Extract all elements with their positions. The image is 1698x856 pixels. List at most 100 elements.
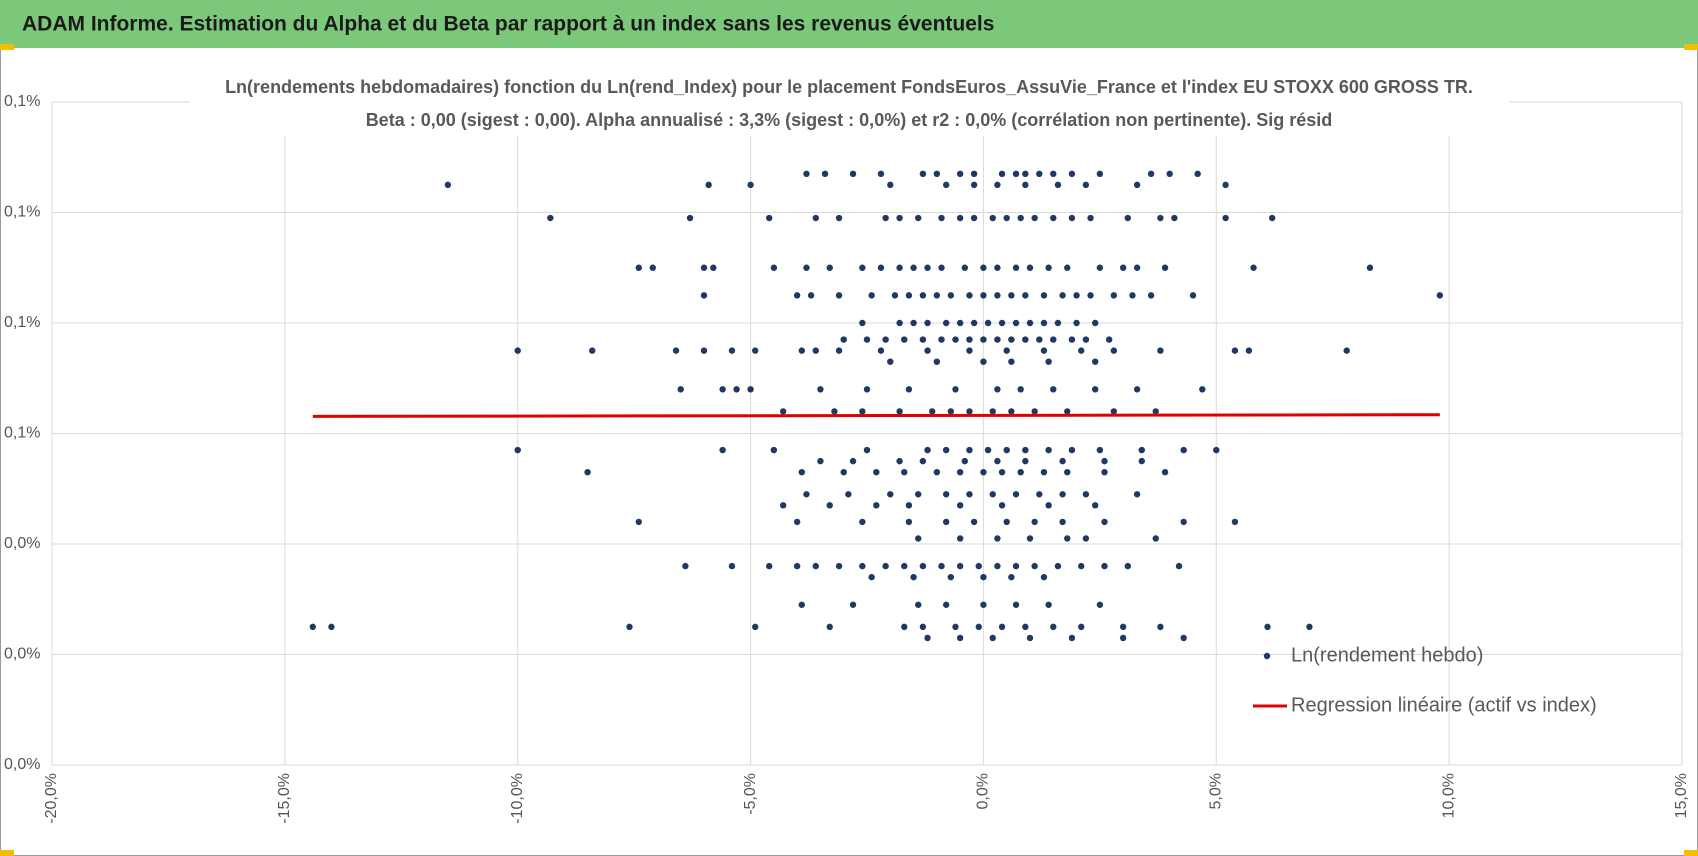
scatter-point bbox=[1092, 319, 1099, 327]
scatter-point bbox=[826, 264, 833, 271]
scatter-point bbox=[835, 347, 843, 354]
scatter-point bbox=[1096, 601, 1104, 608]
scatter-point bbox=[915, 214, 922, 222]
scatter-point bbox=[728, 562, 736, 570]
scatter-point bbox=[849, 601, 857, 608]
scatter-point bbox=[817, 457, 824, 465]
scatter-point bbox=[803, 264, 810, 271]
scatter-point bbox=[328, 623, 335, 631]
scatter-point bbox=[1031, 518, 1038, 526]
scatter-point bbox=[1152, 408, 1159, 415]
scatter-point bbox=[1138, 446, 1145, 454]
scatter-point bbox=[947, 292, 955, 299]
scatter-point bbox=[710, 264, 717, 271]
scatter-point bbox=[1045, 502, 1052, 509]
scatter-point bbox=[1050, 214, 1057, 222]
scatter-point bbox=[942, 601, 950, 608]
y-tick-label: 0,0% bbox=[4, 756, 40, 773]
scatter-point bbox=[1068, 446, 1076, 454]
scatter-point bbox=[956, 214, 964, 222]
scatter-point bbox=[859, 408, 866, 415]
scatter-point bbox=[1436, 292, 1444, 299]
scatter-point bbox=[961, 457, 968, 465]
scatter-point bbox=[1068, 336, 1076, 343]
scatter-point bbox=[915, 535, 922, 542]
scatter-point bbox=[849, 457, 857, 465]
scatter-point bbox=[887, 358, 894, 365]
scatter-point bbox=[1082, 535, 1090, 542]
scatter-point bbox=[779, 502, 787, 509]
scatter-point bbox=[998, 623, 1006, 631]
scatter-point bbox=[905, 292, 913, 299]
scatter-point bbox=[975, 562, 982, 570]
scatter-point bbox=[1003, 446, 1010, 454]
scatter-point bbox=[1096, 264, 1104, 271]
scatter-point bbox=[980, 358, 987, 365]
scatter-point bbox=[859, 264, 866, 271]
scatter-point bbox=[1045, 264, 1052, 271]
scatter-point bbox=[514, 446, 521, 454]
scatter-point bbox=[1231, 347, 1239, 354]
scatter-point bbox=[826, 623, 833, 631]
scatter-point bbox=[705, 181, 712, 189]
scatter-point bbox=[1133, 386, 1141, 393]
scatter-point bbox=[859, 518, 866, 526]
scatter-point bbox=[1022, 336, 1029, 343]
scatter-point bbox=[1147, 170, 1155, 178]
scatter-point bbox=[998, 170, 1006, 178]
scatter-point bbox=[924, 264, 931, 271]
scatter-point bbox=[1026, 634, 1034, 642]
scatter-point bbox=[863, 446, 871, 454]
scatter-point bbox=[1157, 214, 1164, 222]
scatter-point bbox=[901, 623, 908, 631]
scatter-point bbox=[952, 623, 959, 631]
scatter-point bbox=[1031, 562, 1038, 570]
x-tick-label: -5,0% bbox=[742, 773, 759, 815]
scatter-point bbox=[1101, 518, 1108, 526]
scatter-point bbox=[989, 214, 996, 222]
scatter-point bbox=[1082, 491, 1090, 498]
scatter-point bbox=[1008, 358, 1015, 365]
scatter-point bbox=[919, 623, 927, 631]
scatter-point bbox=[952, 386, 959, 393]
scatter-point bbox=[766, 562, 773, 570]
scatter-point bbox=[998, 468, 1006, 476]
scatter-point bbox=[1050, 623, 1057, 631]
scatter-point bbox=[1040, 319, 1048, 327]
scatter-point bbox=[994, 386, 1001, 393]
scatter-point bbox=[635, 518, 642, 526]
scatter-point bbox=[770, 264, 778, 271]
y-tick-label: 0,0% bbox=[4, 646, 40, 663]
scatter-point bbox=[942, 491, 950, 498]
scatter-point bbox=[1157, 623, 1164, 631]
scatter-point bbox=[915, 491, 922, 498]
scatter-point bbox=[1036, 170, 1043, 178]
scatter-point bbox=[998, 319, 1006, 327]
scatter-point bbox=[770, 446, 778, 454]
scatter-point bbox=[994, 562, 1001, 570]
scatter-point bbox=[970, 214, 978, 222]
title-background bbox=[190, 70, 1510, 136]
scatter-point bbox=[1152, 535, 1159, 542]
scatter-point bbox=[919, 562, 927, 570]
scatter-point bbox=[1003, 518, 1010, 526]
scatter-point bbox=[835, 214, 843, 222]
scatter-point bbox=[1040, 292, 1048, 299]
scatter-point bbox=[803, 491, 810, 498]
scatter-point bbox=[863, 336, 871, 343]
scatter-point bbox=[933, 358, 941, 365]
scatter-point bbox=[1096, 170, 1104, 178]
scatter-point bbox=[682, 562, 689, 570]
scatter-point bbox=[826, 502, 833, 509]
scatter-point bbox=[635, 264, 642, 271]
scatter-point bbox=[1222, 214, 1229, 222]
scatter-point bbox=[1059, 518, 1066, 526]
scatter-point bbox=[1101, 457, 1108, 465]
scatter-point bbox=[970, 170, 978, 178]
scatter-point bbox=[798, 601, 805, 608]
corner-mark bbox=[1684, 850, 1698, 856]
scatter-point bbox=[956, 502, 964, 509]
scatter-point bbox=[942, 518, 950, 526]
scatter-point bbox=[929, 408, 936, 415]
scatter-point bbox=[1213, 446, 1220, 454]
